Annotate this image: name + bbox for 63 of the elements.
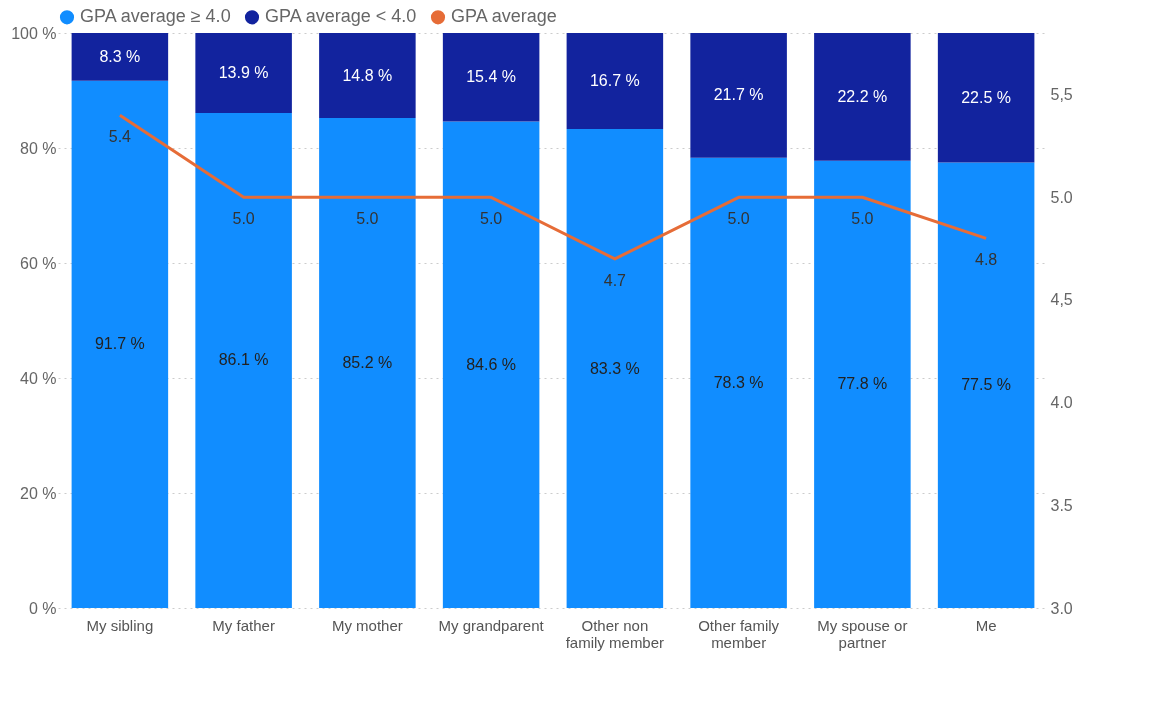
data-label: 5.0 [356, 210, 379, 228]
data-label: 77.5 % [961, 376, 1012, 394]
bar [814, 160, 911, 608]
legend-label: GPA average [451, 6, 557, 27]
data-label: 91.7 % [94, 335, 145, 353]
x-tick-label: Other family member [698, 616, 780, 651]
bar [442, 121, 540, 608]
bar [566, 33, 664, 130]
x-tick-label: My spouse or partner [817, 616, 908, 651]
bar [814, 33, 911, 161]
data-label: 15.4 % [466, 68, 517, 86]
data-label: 5.0 [232, 210, 255, 228]
data-label: 5.0 [851, 210, 874, 228]
x-tick-label: My sibling [86, 616, 154, 634]
bar [71, 80, 169, 608]
data-label: 21.7 % [713, 86, 764, 104]
data-label: 78.3 % [713, 373, 764, 391]
bar [937, 162, 1035, 608]
data-label: 5.4 [108, 128, 132, 146]
bar [195, 33, 292, 113]
x-tick-label: Other non family member [565, 616, 665, 651]
data-label: 5.0 [480, 210, 503, 228]
bar [690, 33, 787, 158]
bar [195, 112, 292, 608]
data-label: 8.3 % [99, 47, 141, 65]
y-tick-label: 40 % [20, 369, 57, 387]
data-label: 13.9 % [218, 63, 269, 81]
x-tick-label: My mother [331, 616, 403, 634]
y-tick-label: 0 % [28, 599, 57, 617]
bar [937, 33, 1035, 163]
bar [566, 129, 664, 608]
y2-tick-label: 4.0 [1050, 394, 1073, 412]
bar [442, 33, 540, 122]
bar [690, 157, 787, 608]
data-label: 83.3 % [589, 359, 640, 377]
x-tick-label: My father [212, 616, 275, 634]
data-label: 85.2 % [342, 354, 393, 372]
data-label: 4.7 [603, 271, 627, 289]
y-tick-label: 80 % [20, 139, 57, 157]
y2-tick-label: 4,5 [1050, 291, 1073, 309]
y-tick-label: 60 % [20, 254, 57, 272]
data-label: 16.7 % [589, 72, 640, 90]
data-label: 77.8 % [837, 375, 888, 393]
bar [71, 33, 169, 81]
data-label: 86.1 % [218, 351, 269, 369]
data-label: 4.8 [975, 251, 998, 269]
data-label: 22.5 % [961, 88, 1012, 106]
y2-tick-label: 5.0 [1050, 188, 1073, 206]
data-label: 22.2 % [837, 87, 888, 105]
data-label: 14.8 % [342, 66, 393, 84]
y2-tick-label: 5,5 [1050, 86, 1073, 104]
bar [319, 33, 416, 119]
text: 3.0 [1050, 599, 1073, 617]
legend-label: GPA average < 4.0 [265, 6, 417, 27]
bar [319, 118, 416, 608]
y2-tick-label: 3.5 [1050, 496, 1073, 514]
x-tick-label: My grandparent [438, 616, 545, 634]
legend-label: GPA average ≥ 4.0 [80, 6, 231, 27]
data-label: 5.0 [727, 210, 750, 228]
y-tick-label: 20 % [20, 484, 57, 502]
x-tick-label: Me [975, 616, 997, 634]
data-label: 84.6 % [466, 355, 517, 373]
y-tick-label: 100 % [11, 24, 57, 42]
